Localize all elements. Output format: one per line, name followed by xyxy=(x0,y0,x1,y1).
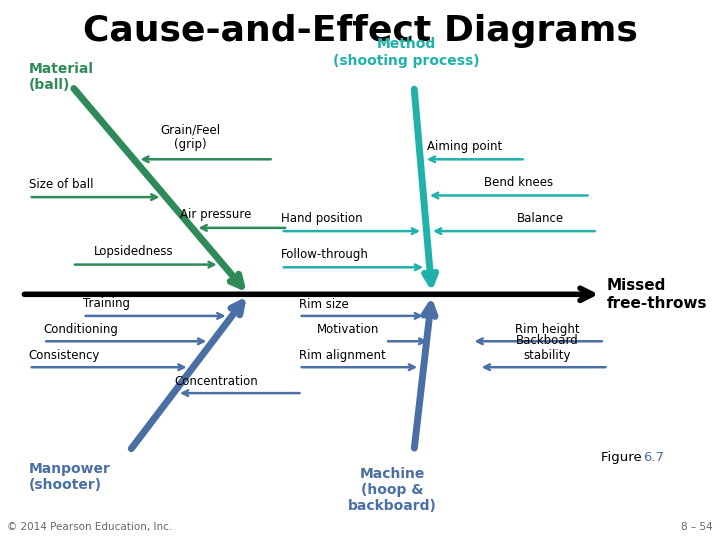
Text: Hand position: Hand position xyxy=(281,212,362,225)
Text: Backboard
stability: Backboard stability xyxy=(516,334,579,362)
Text: Air pressure: Air pressure xyxy=(180,208,252,221)
Text: Method
(shooting process): Method (shooting process) xyxy=(333,37,480,68)
Text: © 2014 Pearson Education, Inc.: © 2014 Pearson Education, Inc. xyxy=(7,522,173,532)
Text: 8 – 54: 8 – 54 xyxy=(681,522,713,532)
Text: Aiming point: Aiming point xyxy=(427,140,502,153)
Text: Training: Training xyxy=(83,298,130,310)
Text: Rim alignment: Rim alignment xyxy=(299,349,385,362)
Text: Lopsidedness: Lopsidedness xyxy=(94,245,174,258)
Text: Motivation: Motivation xyxy=(317,323,379,336)
Text: Grain/Feel
(grip): Grain/Feel (grip) xyxy=(161,123,221,151)
Text: Figure: Figure xyxy=(601,451,647,464)
Text: Manpower
(shooter): Manpower (shooter) xyxy=(29,462,111,492)
Text: Cause-and-Effect Diagrams: Cause-and-Effect Diagrams xyxy=(83,14,637,48)
Text: Rim height: Rim height xyxy=(515,323,580,336)
Text: Rim size: Rim size xyxy=(299,298,348,310)
Text: Consistency: Consistency xyxy=(29,349,100,362)
Text: Machine
(hoop &
backboard): Machine (hoop & backboard) xyxy=(348,467,437,514)
Text: Concentration: Concentration xyxy=(174,375,258,388)
Text: Missed
free-throws: Missed free-throws xyxy=(607,278,708,310)
Text: Balance: Balance xyxy=(516,212,564,225)
Text: Bend knees: Bend knees xyxy=(484,176,553,189)
Text: Follow-through: Follow-through xyxy=(281,248,369,261)
Text: Conditioning: Conditioning xyxy=(43,323,118,336)
Text: 6.7: 6.7 xyxy=(643,451,664,464)
Text: Size of ball: Size of ball xyxy=(29,178,94,191)
Text: Material
(ball): Material (ball) xyxy=(29,62,94,92)
